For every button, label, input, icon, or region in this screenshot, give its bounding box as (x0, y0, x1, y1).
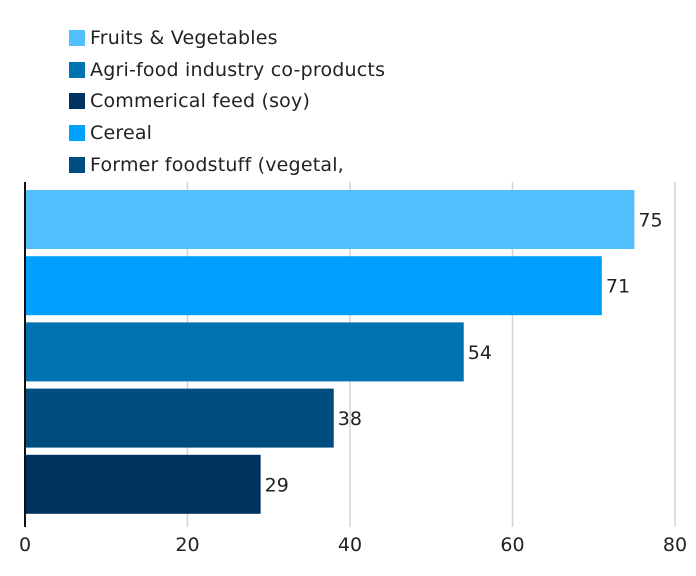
x-tick-label: 20 (175, 534, 199, 556)
legend-item-former-foodstuff: Former foodstuff (vegetal, (69, 149, 385, 181)
x-tick-label: 40 (338, 534, 362, 556)
x-tick-label: 80 (663, 534, 687, 556)
bar (25, 388, 334, 448)
data-label: 71 (606, 276, 630, 298)
legend-swatch (69, 93, 85, 110)
chart-legend: Fruits & Vegetables Agri-food industry c… (69, 22, 385, 181)
data-label: 29 (265, 474, 289, 496)
data-label: 75 (638, 210, 662, 232)
legend-swatch (69, 157, 85, 174)
data-label: 38 (338, 408, 362, 430)
bar (25, 190, 635, 249)
legend-label: Cereal (90, 122, 153, 145)
bar (25, 322, 464, 382)
x-tick-label: 60 (500, 534, 524, 556)
legend-label: Former foodstuff (vegetal, (90, 154, 344, 177)
bar (25, 454, 261, 514)
legend-swatch (69, 61, 85, 78)
legend-label: Commerical feed (soy) (90, 90, 311, 113)
legend-swatch (69, 125, 85, 142)
bar (25, 256, 602, 316)
legend-item-agri-food: Agri-food industry co-products (69, 54, 385, 86)
legend-item-fruits-vegetables: Fruits & Vegetables (69, 22, 385, 54)
legend-swatch (69, 29, 85, 46)
data-label: 54 (468, 342, 492, 364)
legend-label: Agri-food industry co-products (90, 58, 386, 81)
legend-item-cereal: Cereal (69, 117, 385, 149)
legend-item-commercial-feed: Commerical feed (soy) (69, 86, 385, 118)
x-tick-label: 0 (19, 534, 31, 556)
legend-label: Fruits & Vegetables (90, 26, 278, 49)
